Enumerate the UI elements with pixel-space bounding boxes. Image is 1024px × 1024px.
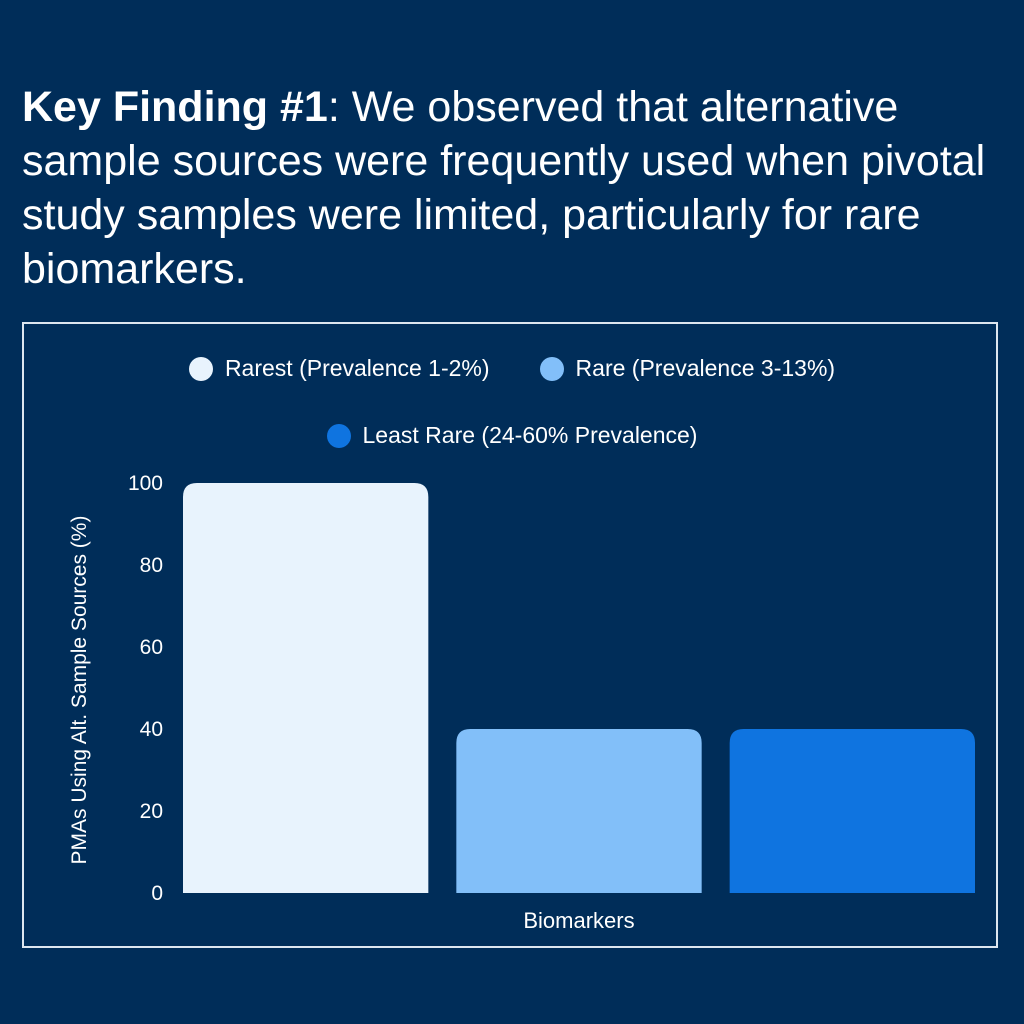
legend-swatch-rarest [188,356,213,381]
y-tick-label-4: 80 [140,554,163,577]
chart-legend-row-1: Rarest (Prevalence 1-2%) Rare (Prevalenc… [0,355,1024,382]
legend-label-rarest: Rarest (Prevalence 1-2%) [224,355,490,381]
bar-0 [183,483,429,893]
key-finding-headline: Key Finding #1: We observed that alterna… [22,80,1012,296]
y-tick-label-2: 40 [140,718,163,741]
chart-panel [22,322,998,948]
y-tick-label-5: 100 [128,472,163,495]
legend-swatch-least-rare [326,423,351,448]
bar-1 [456,729,702,893]
headline-bold-lead: Key Finding #1 [22,83,328,131]
legend-label-least-rare: Least Rare (24-60% Prevalence) [362,422,698,448]
legend-item-rare: Rare (Prevalence 3-13%) [539,355,836,382]
legend-label-rare: Rare (Prevalence 3-13%) [575,355,836,381]
bar-2 [729,729,975,893]
legend-item-rarest: Rarest (Prevalence 1-2%) [188,355,490,382]
headline-text: : We observed that alternative sample so… [22,83,986,293]
chart-legend-row-2: Least Rare (24-60% Prevalence) [0,422,1024,449]
y-tick-label-0: 0 [151,882,163,905]
y-tick-label-1: 20 [140,800,163,823]
legend-item-least-rare: Least Rare (24-60% Prevalence) [326,422,698,449]
x-axis-title: Biomarkers [523,908,635,933]
y-tick-label-3: 60 [140,636,163,659]
legend-swatch-rare [539,356,564,381]
